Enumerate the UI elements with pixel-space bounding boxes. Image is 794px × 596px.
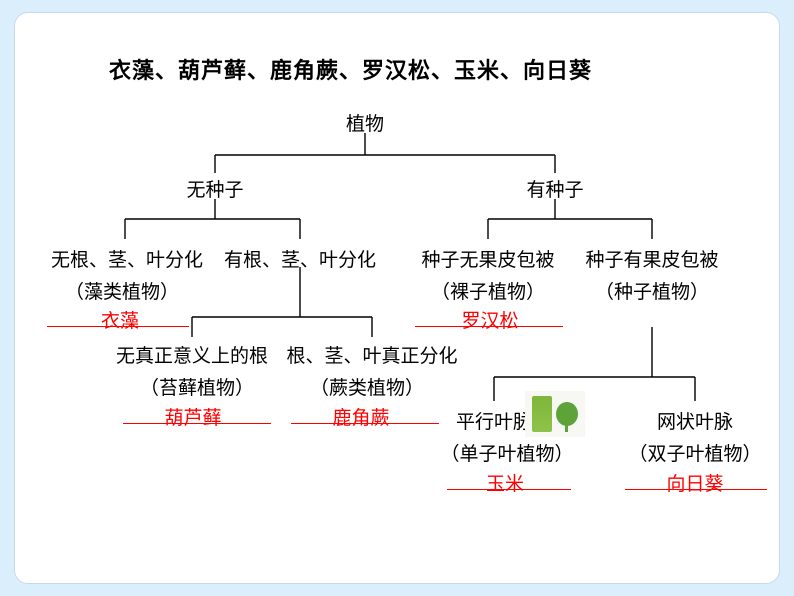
node-noRSL: 无根、茎、叶分化 xyxy=(51,245,203,272)
node-noTrueRoot: 无真正意义上的根 xyxy=(116,341,268,368)
node-netVein: 网状叶脉 xyxy=(657,407,733,434)
node-noPeri: 种子无果皮包被 xyxy=(421,245,554,272)
leaf-images xyxy=(525,391,585,437)
node-root: 植物 xyxy=(346,109,384,136)
node-trueRSL: 根、茎、叶真正分化 xyxy=(286,341,457,368)
underline xyxy=(625,489,767,490)
node-algaeCat: （藻类植物） xyxy=(65,277,179,304)
slide-card: 衣藻、葫芦藓、鹿角蕨、罗汉松、玉米、向日葵 植物 无种子 有种子 无根、茎、叶分… xyxy=(14,12,780,584)
node-mossCat: （苔藓植物） xyxy=(140,373,254,400)
node-fernCat: （蕨类植物） xyxy=(310,373,424,400)
ex-algae: 衣藻 xyxy=(101,306,139,333)
node-hasSeed: 有种子 xyxy=(526,175,583,202)
node-dicot: （双子叶植物） xyxy=(628,439,761,466)
underline xyxy=(415,326,563,327)
slide-title: 衣藻、葫芦藓、鹿角蕨、罗汉松、玉米、向日葵 xyxy=(109,53,701,85)
node-parallel: 平行叶脉 xyxy=(456,407,532,434)
underline xyxy=(123,423,271,424)
parallel-leaf-icon xyxy=(532,396,552,432)
ex-moss: 葫芦藓 xyxy=(164,403,221,430)
node-hasRSL: 有根、茎、叶分化 xyxy=(224,245,376,272)
node-seedCat: （种子植物） xyxy=(595,277,709,304)
ex-dicot: 向日葵 xyxy=(666,469,723,496)
node-noSeed: 无种子 xyxy=(186,175,243,202)
net-leaf-icon xyxy=(556,402,578,426)
ex-monocot: 玉米 xyxy=(486,469,524,496)
underline xyxy=(447,489,571,490)
underline xyxy=(47,326,189,327)
node-monocot: （单子叶植物） xyxy=(440,439,573,466)
node-gymnoCat: （裸子植物） xyxy=(431,277,545,304)
node-hasPeri: 种子有果皮包被 xyxy=(585,245,718,272)
ex-gymno: 罗汉松 xyxy=(461,306,518,333)
underline xyxy=(291,423,439,424)
ex-fern: 鹿角蕨 xyxy=(332,403,389,430)
